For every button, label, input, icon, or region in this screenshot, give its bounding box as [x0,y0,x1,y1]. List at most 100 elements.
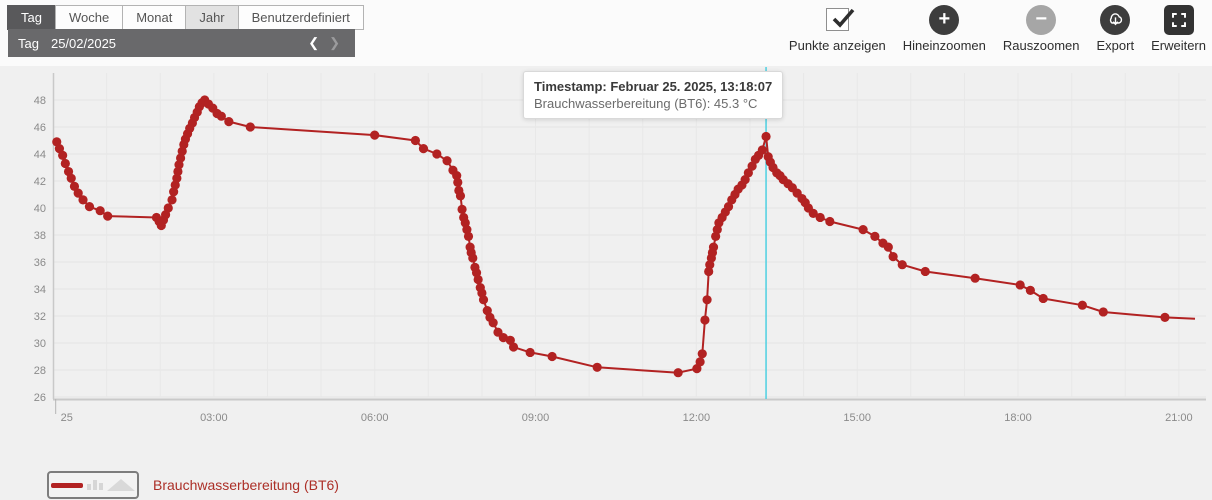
show-points-toggle[interactable]: Punkte anzeigen [789,3,886,53]
data-point [84,202,95,212]
svg-text:21:00: 21:00 [1165,412,1193,424]
data-point [488,318,498,328]
data-point [592,362,602,372]
expand-label: Erweitern [1151,38,1206,53]
data-point [73,188,83,198]
chart-tooltip: Timestamp: Februar 25. 2025, 13:18:07 Br… [523,71,784,119]
tooltip-timestamp: Timestamp: Februar 25. 2025, 13:18:07 [534,79,773,94]
zoom-in-iconslot: + [929,3,960,36]
data-point [525,347,535,358]
svg-text:12:00: 12:00 [683,412,711,424]
tab-monat[interactable]: Monat [122,5,187,30]
svg-text:18:00: 18:00 [1004,412,1032,424]
line-chart-icon[interactable] [51,482,83,488]
svg-text:15:00: 15:00 [843,412,871,424]
bar-chart-icon[interactable] [87,480,103,490]
plus-icon: + [938,8,951,30]
data-point [442,156,452,166]
data-point [920,266,930,277]
data-point [970,273,980,283]
svg-text:32: 32 [34,311,46,323]
data-point [704,266,714,277]
svg-text:25: 25 [61,412,73,424]
tab-benutzerdefiniert[interactable]: Benutzerdefiniert [237,5,364,30]
data-point [702,295,712,305]
data-point [858,225,868,235]
zoom-in-button[interactable]: + Hineinzoomen [903,3,986,53]
data-point [173,166,183,177]
data-point [69,181,80,191]
svg-text:26: 26 [34,392,46,404]
data-point [463,231,474,241]
data-point [245,122,255,132]
data-point [897,260,907,270]
data-point [1160,312,1170,322]
data-point [498,333,508,343]
data-point [1098,307,1108,317]
area-chart-icon[interactable] [107,479,135,491]
svg-text:36: 36 [34,257,46,269]
svg-text:42: 42 [34,176,46,188]
data-point [60,158,70,169]
show-points-iconslot [825,3,855,36]
series-line [55,99,1196,374]
current-date: 25/02/2025 [50,35,117,51]
expand-icon [1171,12,1186,27]
legend: Brauchwasserbereitung (BT6) [47,471,339,499]
data-point [825,216,835,227]
minus-icon: − [1035,8,1048,30]
legend-chart-type-selector[interactable] [47,471,139,499]
data-point [216,111,226,121]
data-point [547,351,557,362]
data-point [455,191,466,201]
expand-button[interactable]: Erweitern [1151,3,1206,53]
data-point [66,173,76,183]
data-point [695,357,705,367]
svg-text:40: 40 [34,203,46,215]
data-point [224,117,234,127]
data-point [163,203,173,213]
data-point [1015,280,1025,290]
data-point [58,150,68,160]
data-point [410,135,421,146]
previous-day-arrow-icon[interactable]: ❮ [308,35,320,50]
zoom-out-button[interactable]: − Rauszoomen [1003,3,1080,53]
cloud-download-icon [1109,13,1122,26]
svg-text:38: 38 [34,230,46,242]
tab-tag[interactable]: Tag [7,5,56,30]
svg-text:34: 34 [34,284,46,296]
data-point [103,211,113,221]
data-point [370,130,380,140]
data-point [757,145,767,155]
data-point [172,173,182,183]
data-point [1038,293,1048,304]
data-point [697,349,707,359]
zoom-in-label: Hineinzoomen [902,38,986,53]
data-point [808,208,818,218]
checkmark-icon [832,8,855,28]
legend-series-label[interactable]: Brauchwasserbereitung (BT6) [153,477,339,493]
svg-text:09:00: 09:00 [522,412,550,424]
data-point [432,149,442,159]
data-point [673,368,683,378]
data-point [457,204,467,214]
data-point [468,253,478,263]
svg-text:48: 48 [34,95,46,107]
data-point [761,131,771,142]
date-period-label: Tag [18,35,39,51]
export-button[interactable]: Export [1096,3,1135,53]
data-point [167,195,177,205]
data-point [508,342,519,352]
export-label: Export [1096,38,1135,53]
next-day-arrow-icon[interactable]: ❯ [329,35,340,50]
svg-text:28: 28 [34,365,46,377]
data-point [708,242,719,252]
show-points-checkbox[interactable] [825,8,855,31]
data-point [95,206,105,216]
export-iconslot [1100,3,1131,36]
svg-text:03:00: 03:00 [200,412,228,424]
period-tab-bar: Tag Woche Monat Jahr Benutzerdefiniert [7,5,364,30]
data-point [883,242,893,252]
data-point [478,295,489,305]
